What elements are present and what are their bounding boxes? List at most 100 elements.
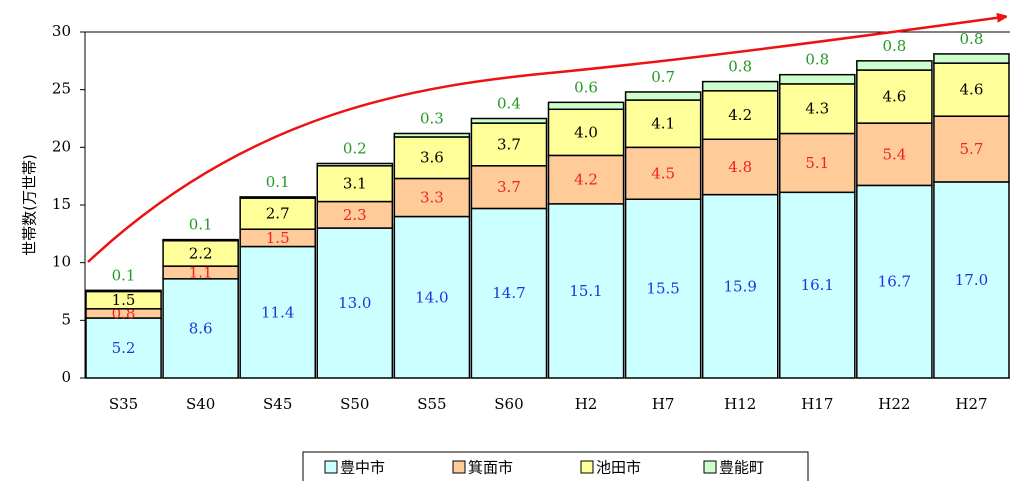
- bar-segment: [624, 146, 702, 200]
- bar-segment: [933, 181, 1010, 379]
- value-label: 0.7: [651, 68, 675, 86]
- value-label: 14.7: [492, 284, 525, 302]
- value-label: 1.5: [266, 229, 290, 247]
- bar-segment: [547, 203, 625, 379]
- bar-segment: [316, 200, 394, 229]
- legend-items: 豊中市 箕面市 池田市 豊能町: [324, 459, 764, 477]
- x-tick-label: S40: [186, 395, 215, 413]
- y-tick-label: 0: [61, 368, 71, 386]
- value-label: 4.5: [651, 164, 675, 182]
- bar-segment: [701, 193, 779, 379]
- x-tick-label: S35: [109, 395, 138, 413]
- value-label: 13.0: [338, 294, 371, 312]
- trend-arrow: [87, 17, 1003, 263]
- value-label: 4.6: [960, 81, 984, 99]
- x-tick-label: S45: [263, 395, 292, 413]
- bar-segment: [856, 60, 933, 71]
- bar-segment: [856, 69, 933, 124]
- value-label: 3.3: [420, 189, 444, 207]
- value-label: 1.5: [112, 291, 136, 309]
- value-label: 15.9: [724, 277, 757, 295]
- value-label: 17.0: [955, 271, 988, 289]
- value-label: 5.4: [882, 145, 906, 163]
- bar-segment: [624, 198, 702, 379]
- bar-segment: [624, 91, 702, 101]
- bar-segment: [393, 215, 471, 379]
- value-label: 5.2: [112, 339, 136, 357]
- bar-segment: [933, 62, 1010, 117]
- value-label: 15.5: [646, 280, 679, 298]
- bar-segment: [162, 238, 239, 242]
- legend-label: 豊中市: [340, 459, 385, 477]
- bar-segment: [856, 184, 933, 379]
- plot-area: 0 5 10 15 20 25 30 S35 5.2 0.8 1.5 0.1 S40 8.6 1.12.2 0…: [52, 22, 1010, 413]
- x-tick-label: H2: [575, 395, 598, 413]
- value-label: 14.0: [415, 288, 448, 306]
- value-label: 1.1: [189, 263, 213, 281]
- value-label: 4.1: [651, 115, 675, 133]
- legend-swatch: [580, 460, 594, 474]
- value-label: 0.2: [343, 139, 367, 157]
- bar-segment: [547, 101, 625, 111]
- x-tick-label: H22: [878, 395, 910, 413]
- bar-segment: [779, 83, 856, 135]
- value-label: 0.3: [420, 109, 444, 127]
- bar-segment: [393, 177, 471, 218]
- value-label: 0.1: [266, 173, 290, 191]
- x-tick-label: H17: [801, 395, 833, 413]
- value-label: 3.6: [420, 149, 444, 167]
- bar-segment: [470, 117, 548, 124]
- value-label: 11.4: [261, 303, 294, 321]
- value-label: 2.2: [189, 244, 213, 262]
- bar-segment: [239, 196, 317, 199]
- x-tick-label: H12: [724, 395, 756, 413]
- legend-label: 豊能町: [719, 459, 764, 477]
- bar-segment: [547, 108, 625, 157]
- y-tick-label: 25: [52, 80, 71, 98]
- y-tick-label: 5: [61, 310, 71, 328]
- bar-segment: [470, 165, 548, 210]
- y-tick-label: 30: [52, 22, 71, 40]
- legend-swatch: [452, 460, 466, 474]
- value-label: 4.2: [574, 171, 598, 189]
- value-label: 5.7: [960, 140, 984, 158]
- value-label: 15.1: [569, 282, 602, 300]
- bar-segment: [779, 73, 856, 85]
- value-label: 0.4: [497, 95, 521, 113]
- bar-segment: [933, 115, 1010, 183]
- bar-segment: [779, 132, 856, 194]
- y-tick-label: 20: [52, 137, 71, 155]
- value-label: 4.8: [728, 158, 752, 176]
- bar-segment: [316, 165, 394, 203]
- x-tick-label: S60: [494, 395, 523, 413]
- value-label: 0.8: [960, 30, 984, 48]
- x-tick-label: H7: [652, 395, 675, 413]
- bar-segment: [393, 132, 471, 138]
- bar-segment: [624, 99, 702, 149]
- bar-segment: [470, 207, 548, 379]
- bar-segment: [779, 191, 856, 379]
- value-label: 0.8: [805, 51, 829, 69]
- value-label: 4.6: [882, 88, 906, 106]
- x-tick-label: H27: [955, 395, 987, 413]
- value-label: 3.7: [497, 178, 521, 196]
- value-label: 3.1: [343, 175, 367, 193]
- y-axis-label: 世帯数(万世帯): [21, 154, 39, 256]
- bar-segment: [933, 53, 1010, 64]
- bar-segment: [547, 154, 625, 205]
- value-label: 0.8: [728, 58, 752, 76]
- bar-segment: [85, 289, 162, 293]
- legend-label: 池田市: [596, 459, 641, 477]
- value-label: 4.3: [805, 100, 829, 118]
- legend-swatch: [703, 460, 717, 474]
- value-label: 0.1: [112, 266, 136, 284]
- x-tick-label: S55: [417, 395, 446, 413]
- value-label: 0.6: [574, 78, 598, 96]
- y-tick-label: 10: [52, 253, 71, 271]
- value-label: 5.1: [805, 154, 829, 172]
- legend: [302, 451, 809, 481]
- bar-segment: [701, 80, 779, 92]
- bar-segment: [316, 227, 394, 379]
- value-label: 16.7: [878, 273, 911, 291]
